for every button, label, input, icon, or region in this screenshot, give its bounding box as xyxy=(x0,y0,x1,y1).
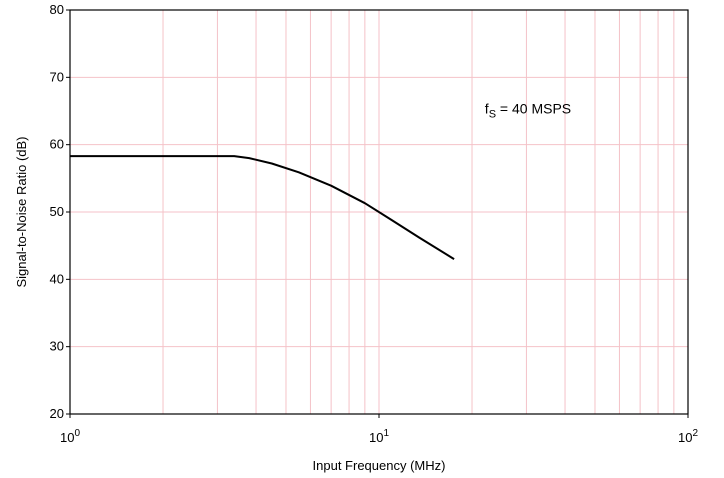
y-tick-label: 50 xyxy=(50,204,64,219)
y-axis-ticks: 20 30 40 50 60 70 80 xyxy=(50,2,70,421)
y-axis-label: Signal-to-Noise Ratio (dB) xyxy=(14,136,29,287)
y-tick-label: 30 xyxy=(50,339,64,354)
y-tick-label: 40 xyxy=(50,271,64,286)
y-tick-label: 80 xyxy=(50,2,64,17)
annotation-rest: = 40 MSPS xyxy=(496,101,571,117)
annotation-subscript: S xyxy=(489,109,496,121)
y-tick-label: 20 xyxy=(50,406,64,421)
x-tick-label: 101 xyxy=(369,428,389,445)
snr-series-line xyxy=(70,155,455,260)
y-tick-label: 60 xyxy=(50,137,64,152)
series-layer xyxy=(70,155,455,260)
x-axis-ticks: 100 101 102 xyxy=(60,414,698,445)
annotation-main: f xyxy=(485,101,489,117)
x-axis-label: Input Frequency (MHz) xyxy=(313,458,446,473)
x-tick-label: 102 xyxy=(678,428,698,445)
x-tick-label: 100 xyxy=(60,428,80,445)
y-tick-label: 70 xyxy=(50,69,64,84)
sample-rate-annotation: fS = 40 MSPS xyxy=(485,101,571,121)
